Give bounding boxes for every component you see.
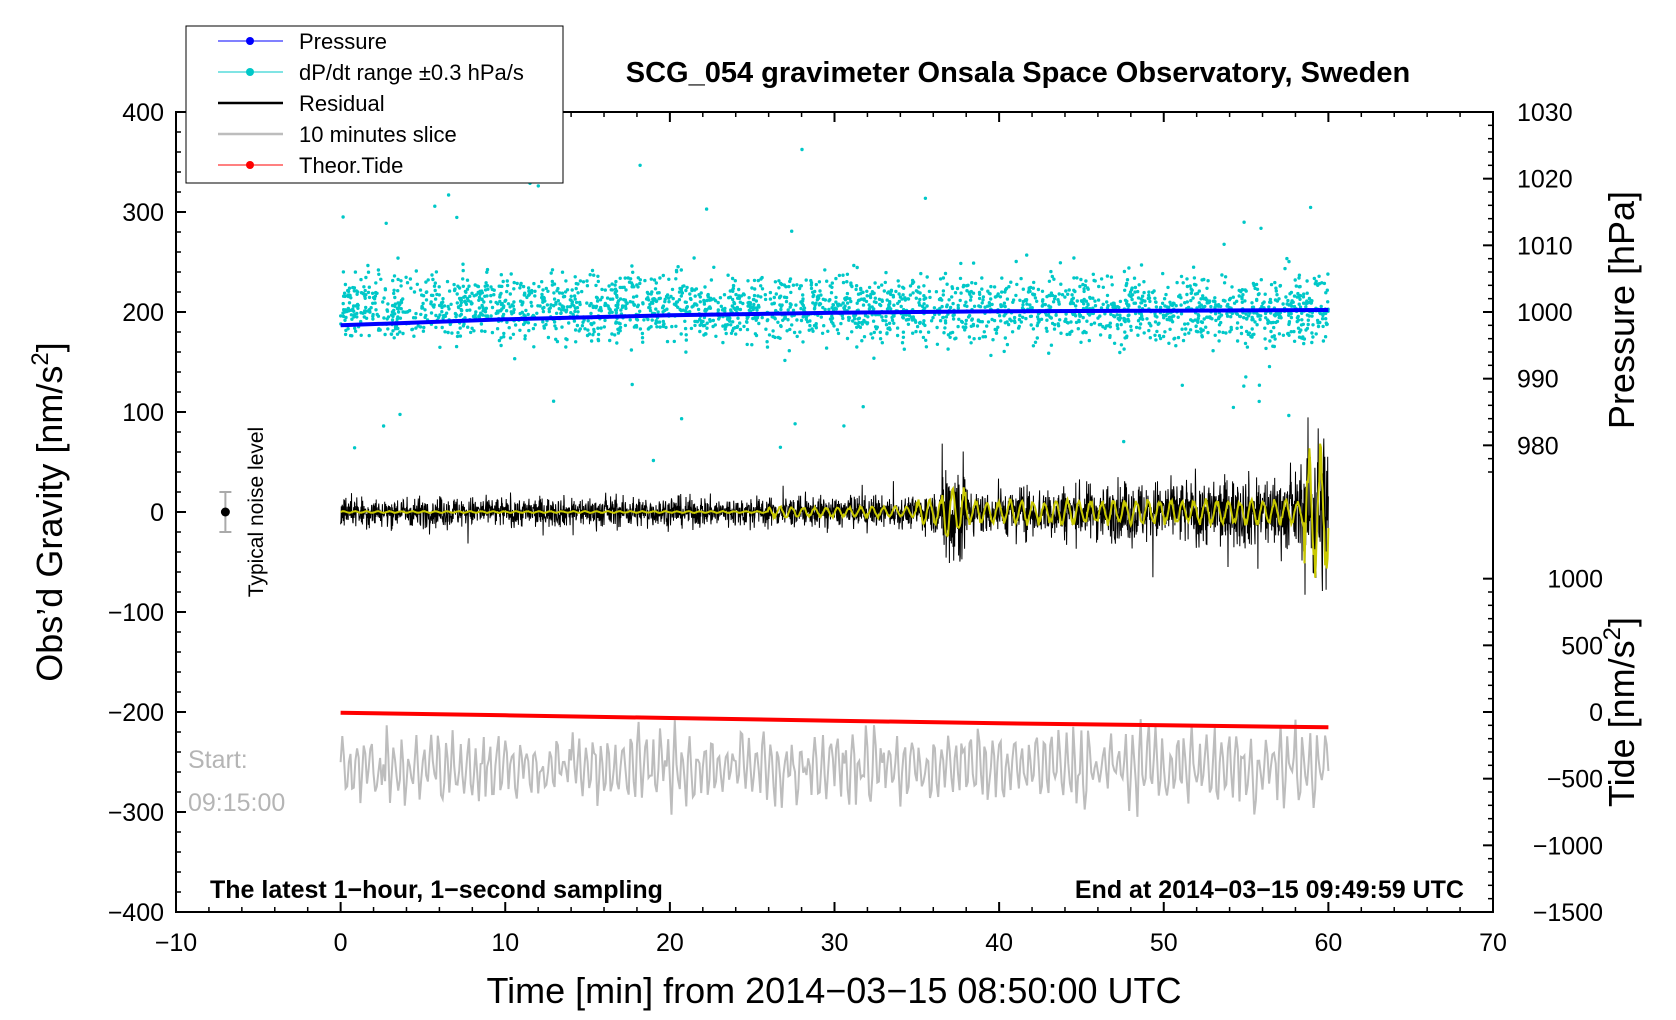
legend-swatch-dot xyxy=(246,161,254,169)
theoretical-tide-line xyxy=(340,710,1329,730)
chart-title: SCG_054 gravimeter Onsala Space Observat… xyxy=(626,57,1410,89)
pressure-tick-label: 990 xyxy=(1517,366,1559,394)
y-tick-label: 100 xyxy=(122,399,164,427)
tide-tick-label: −1500 xyxy=(1533,899,1603,927)
tide-tick-label: −1000 xyxy=(1533,832,1603,860)
x-tick-label: 40 xyxy=(985,929,1013,957)
tide-tick-label: 500 xyxy=(1561,632,1603,660)
y-tick-label: 300 xyxy=(122,199,164,227)
pressure-tick-label: 1000 xyxy=(1517,299,1573,327)
legend-label: Theor.Tide xyxy=(299,153,403,178)
noise-label: Typical noise level xyxy=(245,427,268,597)
smoothed-line xyxy=(340,443,1330,578)
ten-minute-slice-line xyxy=(339,719,1330,817)
x-tick-label: 70 xyxy=(1479,929,1507,957)
pressure-tick-label: 980 xyxy=(1517,432,1559,460)
noise-center-dot xyxy=(220,507,230,517)
y-tick-label: −400 xyxy=(108,899,164,927)
pressure-line xyxy=(340,308,1329,328)
noise-level-indicator: Typical noise level xyxy=(219,427,268,597)
y-tick-label: −200 xyxy=(108,699,164,727)
y-axis-label-tide: Tide [nm/s2] xyxy=(1599,617,1642,807)
y-tick-label: 0 xyxy=(150,499,164,527)
note-end-time: End at 2014−03−15 09:49:59 UTC xyxy=(1075,876,1464,904)
legend-label: Residual xyxy=(299,91,385,116)
pressure-tick-label: 1010 xyxy=(1517,232,1573,260)
y-tick-label: 200 xyxy=(122,299,164,327)
axes: −10 0 10 20 30 40 50 60 704003002001000−100−200−… xyxy=(108,99,1603,957)
y-tick-label: 400 xyxy=(122,99,164,127)
legend-items: Pressure dP/dt range ±0.3 hPa/s Residual 10… xyxy=(218,29,524,178)
x-tick-label: 30 xyxy=(821,929,849,957)
y-tick-label: −100 xyxy=(108,599,164,627)
legend-swatch-dot xyxy=(246,37,254,45)
x-tick-label: 50 xyxy=(1150,929,1178,957)
tide-tick-label: 1000 xyxy=(1547,566,1603,594)
legend-label: Pressure xyxy=(299,29,387,54)
residual-line xyxy=(340,417,1329,595)
legend: Pressure dP/dt range ±0.3 hPa/s Residual 10… xyxy=(185,25,564,184)
pressure-tick-label: 1030 xyxy=(1517,99,1573,127)
pressure-tick-label: 1020 xyxy=(1517,166,1573,194)
x-tick-label: 10 xyxy=(491,929,519,957)
legend-box xyxy=(185,25,564,184)
x-axis-label: Time [min] from 2014−03−15 08:50:00 UTC xyxy=(486,970,1181,1011)
note-sampling: The latest 1−hour, 1−second sampling xyxy=(210,876,663,904)
x-tick-label: 20 xyxy=(656,929,684,957)
tide-tick-label: 0 xyxy=(1589,699,1603,727)
plot-content xyxy=(339,147,1330,817)
tide-tick-label: −500 xyxy=(1547,766,1603,794)
x-tick-label: −10 xyxy=(155,929,197,957)
legend-label: 10 minutes slice xyxy=(299,122,457,147)
x-tick-label: 60 xyxy=(1314,929,1342,957)
legend-swatch-dot xyxy=(246,68,254,76)
y-tick-label: −300 xyxy=(108,799,164,827)
x-tick-label: 0 xyxy=(334,929,348,957)
y-axis-label-pressure: Pressure [hPa] xyxy=(1601,191,1642,429)
start-label: Start: xyxy=(188,746,248,774)
start-time: 09:15:00 xyxy=(188,789,285,817)
legend-label: dP/dt range ±0.3 hPa/s xyxy=(299,60,524,85)
y-axis-label-left: Obs’d Gravity [nm/s2] xyxy=(27,342,70,681)
